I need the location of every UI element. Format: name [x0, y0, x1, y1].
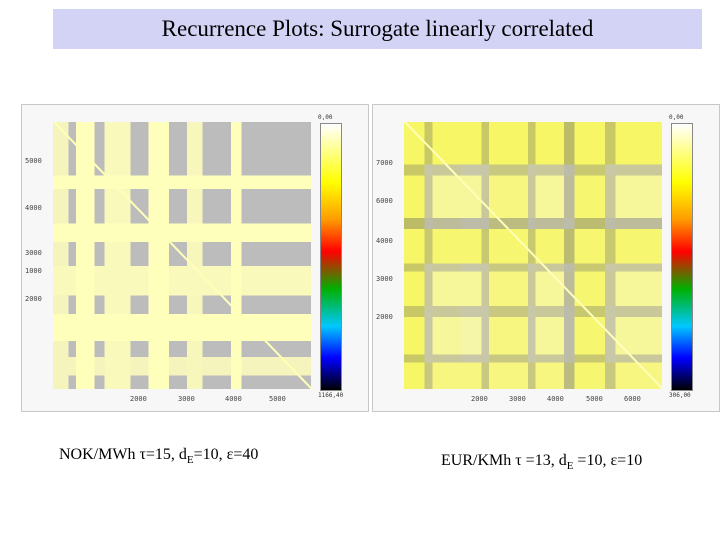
right-y-tick: 4000 [376, 237, 393, 245]
right-caption-rest: =10, ε=10 [573, 452, 643, 469]
right-diagonal-line [404, 122, 662, 389]
left-colorbar [320, 123, 342, 391]
left-y-tick: 2000 [25, 295, 42, 303]
slide-title-text: Recurrence Plots: Surrogate linearly cor… [161, 16, 594, 41]
right-y-tick: 6000 [376, 197, 393, 205]
left-caption-tau: τ=15, d [139, 446, 187, 463]
right-caption-prefix: EUR/KMh [441, 452, 516, 469]
left-y-tick: 1000 [25, 267, 42, 275]
left-y-tick: 3000 [25, 249, 42, 257]
left-plot-panel: 0,00 1166,40 5000 4000 3000 1000 2000 20… [21, 104, 369, 412]
right-plot-caption: EUR/KMh τ =13, dE =10, ε=10 [441, 452, 642, 472]
left-recurrence-plot [53, 122, 311, 389]
left-caption-subscript: E [186, 454, 194, 467]
right-plot-panel: 0,00 306,00 7000 6000 4000 3000 2000 200… [372, 104, 720, 412]
right-caption-tau: τ =13, d [515, 452, 567, 469]
left-colorbar-top-label: 0,00 [318, 114, 333, 121]
right-caption-subscript: E [566, 460, 574, 473]
right-recurrence-plot [404, 122, 662, 389]
left-diagonal-line [53, 122, 311, 389]
right-x-tick: 3000 [509, 395, 526, 403]
right-x-tick: 5000 [586, 395, 603, 403]
right-x-tick: 4000 [547, 395, 564, 403]
left-y-tick: 5000 [25, 157, 42, 165]
right-y-tick: 7000 [376, 159, 393, 167]
left-caption-prefix: NOK/MWh [59, 446, 140, 463]
left-plot-caption: NOK/MWh τ=15, dE=10, ε=40 [59, 446, 258, 466]
left-x-tick: 2000 [130, 395, 147, 403]
left-x-tick: 3000 [178, 395, 195, 403]
right-x-tick: 6000 [624, 395, 641, 403]
left-colorbar-bottom-label: 1166,40 [318, 392, 344, 399]
left-x-tick: 4000 [225, 395, 242, 403]
right-colorbar [671, 123, 693, 391]
right-y-tick: 2000 [376, 313, 393, 321]
right-colorbar-top-label: 0,00 [669, 114, 684, 121]
right-x-tick: 2000 [471, 395, 488, 403]
right-colorbar-bottom-label: 306,00 [669, 392, 691, 399]
left-caption-rest: =10, ε=40 [193, 446, 259, 463]
right-y-tick: 3000 [376, 275, 393, 283]
slide-title: Recurrence Plots: Surrogate linearly cor… [53, 9, 702, 49]
left-y-tick: 4000 [25, 204, 42, 212]
left-x-tick: 5000 [269, 395, 286, 403]
